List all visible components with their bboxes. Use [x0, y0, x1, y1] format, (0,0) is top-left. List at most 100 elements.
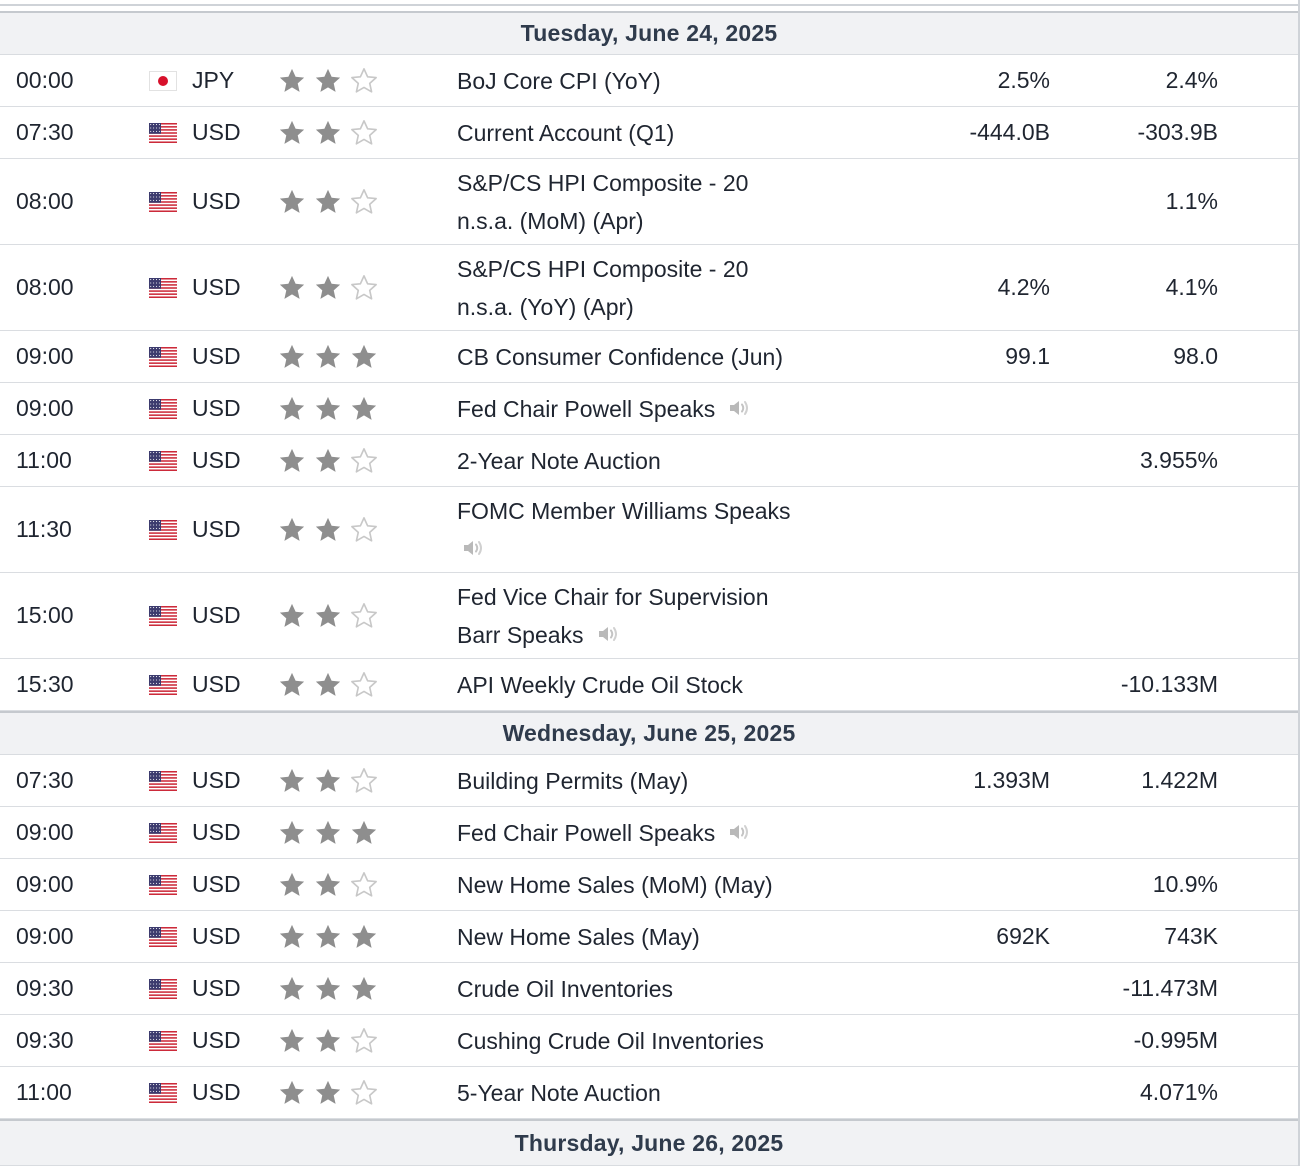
- event-name-cell[interactable]: Fed Chair Powell Speaks: [457, 807, 857, 858]
- event-name-line[interactable]: n.s.a. (MoM) (Apr): [457, 202, 748, 240]
- event-name-text[interactable]: BoJ Core CPI (YoY): [457, 67, 661, 94]
- event-row[interactable]: 09:30 USD Crude Oil Inventories -11.473M: [0, 963, 1298, 1015]
- event-name-text[interactable]: Barr Speaks: [457, 621, 584, 648]
- event-name-text[interactable]: Building Permits (May): [457, 767, 689, 794]
- event-name-text[interactable]: CB Consumer Confidence (Jun): [457, 343, 783, 370]
- event-name-line[interactable]: Fed Chair Powell Speaks: [457, 390, 751, 428]
- event-name-cell[interactable]: Current Account (Q1): [457, 107, 857, 158]
- event-name-cell[interactable]: Crude Oil Inventories: [457, 963, 857, 1014]
- event-row[interactable]: 15:00 USD Fed Vice Chair for Supervision Ba…: [0, 573, 1298, 659]
- event-name-text[interactable]: S&P/CS HPI Composite - 20: [457, 255, 749, 282]
- event-name-line[interactable]: S&P/CS HPI Composite - 20: [457, 250, 748, 288]
- event-name-line[interactable]: Fed Chair Powell Speaks: [457, 814, 751, 852]
- currency-code: USD: [192, 602, 241, 628]
- event-name-text[interactable]: 2-Year Note Auction: [457, 447, 661, 474]
- event-name[interactable]: Fed Vice Chair for Supervision Barr Speak…: [457, 578, 769, 654]
- event-name-line[interactable]: n.s.a. (YoY) (Apr): [457, 288, 748, 326]
- event-name-text[interactable]: 5-Year Note Auction: [457, 1079, 661, 1106]
- event-name-line[interactable]: Cushing Crude Oil Inventories: [457, 1022, 764, 1060]
- event-name[interactable]: 2-Year Note Auction: [457, 442, 661, 480]
- event-name-cell[interactable]: API Weekly Crude Oil Stock: [457, 659, 857, 710]
- event-name-cell[interactable]: FOMC Member Williams Speaks: [457, 487, 857, 572]
- event-row[interactable]: 11:00 USD 5-Year Note Auction 4.071%: [0, 1067, 1298, 1119]
- star-filled-icon: [278, 188, 306, 216]
- event-name-line[interactable]: New Home Sales (May): [457, 918, 700, 956]
- event-name[interactable]: Building Permits (May): [457, 762, 688, 800]
- event-name-text[interactable]: New Home Sales (May): [457, 923, 700, 950]
- event-name-cell[interactable]: Fed Chair Powell Speaks: [457, 383, 857, 434]
- event-name-line[interactable]: [457, 530, 791, 568]
- event-name-line[interactable]: 2-Year Note Auction: [457, 442, 661, 480]
- event-name[interactable]: API Weekly Crude Oil Stock: [457, 666, 743, 704]
- event-name-text[interactable]: Fed Chair Powell Speaks: [457, 395, 716, 422]
- speaker-icon: [461, 537, 485, 559]
- event-name-line[interactable]: API Weekly Crude Oil Stock: [457, 666, 743, 704]
- event-row[interactable]: 09:00 USD Fed Chair Powell Speaks: [0, 383, 1298, 435]
- event-name[interactable]: New Home Sales (May): [457, 918, 700, 956]
- us-flag-icon: [149, 383, 181, 434]
- event-name[interactable]: Fed Chair Powell Speaks: [457, 814, 751, 852]
- event-name-cell[interactable]: S&P/CS HPI Composite - 20 n.s.a. (MoM) (A…: [457, 159, 857, 244]
- importance-stars: [278, 602, 378, 630]
- event-name-line[interactable]: S&P/CS HPI Composite - 20: [457, 164, 748, 202]
- event-name-line[interactable]: BoJ Core CPI (YoY): [457, 62, 661, 100]
- event-row[interactable]: 09:00 USD New Home Sales (MoM) (May) 10.9%: [0, 859, 1298, 911]
- event-name-text[interactable]: Current Account (Q1): [457, 119, 675, 146]
- event-name-cell[interactable]: 5-Year Note Auction: [457, 1067, 857, 1118]
- event-name[interactable]: Current Account (Q1): [457, 114, 674, 152]
- event-name[interactable]: Crude Oil Inventories: [457, 970, 673, 1008]
- event-row[interactable]: 07:30 USD Current Account (Q1) -444.0B -303.…: [0, 107, 1298, 159]
- event-name-text[interactable]: Cushing Crude Oil Inventories: [457, 1027, 764, 1054]
- event-name[interactable]: FOMC Member Williams Speaks: [457, 492, 791, 568]
- event-name[interactable]: S&P/CS HPI Composite - 20 n.s.a. (YoY) (A…: [457, 250, 748, 326]
- event-row[interactable]: 08:00 USD S&P/CS HPI Composite - 20 n.s.a. …: [0, 245, 1298, 331]
- event-name-cell[interactable]: S&P/CS HPI Composite - 20 n.s.a. (YoY) (A…: [457, 245, 857, 330]
- event-name[interactable]: S&P/CS HPI Composite - 20 n.s.a. (MoM) (A…: [457, 164, 748, 240]
- event-name[interactable]: Cushing Crude Oil Inventories: [457, 1022, 764, 1060]
- event-name-text[interactable]: S&P/CS HPI Composite - 20: [457, 169, 749, 196]
- event-name[interactable]: 5-Year Note Auction: [457, 1074, 661, 1112]
- event-row[interactable]: 11:30 USD FOMC Member Williams Speaks: [0, 487, 1298, 573]
- event-row[interactable]: 09:00 USD Fed Chair Powell Speaks: [0, 807, 1298, 859]
- event-name[interactable]: Fed Chair Powell Speaks: [457, 390, 751, 428]
- event-name-text[interactable]: FOMC Member Williams Speaks: [457, 497, 791, 524]
- event-row[interactable]: 15:30 USD API Weekly Crude Oil Stock -10.13…: [0, 659, 1298, 711]
- event-name-cell[interactable]: Cushing Crude Oil Inventories: [457, 1015, 857, 1066]
- importance-rating: [278, 55, 388, 106]
- event-name-line[interactable]: New Home Sales (MoM) (May): [457, 866, 773, 904]
- event-name-line[interactable]: Barr Speaks: [457, 616, 769, 654]
- event-name-cell[interactable]: New Home Sales (MoM) (May): [457, 859, 857, 910]
- event-name-text[interactable]: API Weekly Crude Oil Stock: [457, 671, 743, 698]
- event-row[interactable]: 07:30 USD Building Permits (May) 1.393M 1.42…: [0, 755, 1298, 807]
- event-name-text[interactable]: n.s.a. (YoY) (Apr): [457, 293, 634, 320]
- event-name-text[interactable]: Fed Vice Chair for Supervision: [457, 583, 769, 610]
- event-name-text[interactable]: Fed Chair Powell Speaks: [457, 819, 716, 846]
- event-name-text[interactable]: Crude Oil Inventories: [457, 975, 674, 1002]
- event-name-line[interactable]: Fed Vice Chair for Supervision: [457, 578, 769, 616]
- event-name-cell[interactable]: Building Permits (May): [457, 755, 857, 806]
- event-name[interactable]: BoJ Core CPI (YoY): [457, 62, 661, 100]
- event-name-text[interactable]: n.s.a. (MoM) (Apr): [457, 207, 644, 234]
- event-name-line[interactable]: Crude Oil Inventories: [457, 970, 673, 1008]
- event-row[interactable]: 08:00 USD S&P/CS HPI Composite - 20 n.s.a. …: [0, 159, 1298, 245]
- event-name-line[interactable]: Building Permits (May): [457, 762, 688, 800]
- event-name-cell[interactable]: CB Consumer Confidence (Jun): [457, 331, 857, 382]
- event-name-line[interactable]: FOMC Member Williams Speaks: [457, 492, 791, 530]
- event-name-line[interactable]: CB Consumer Confidence (Jun): [457, 338, 783, 376]
- event-row[interactable]: 09:30 USD Cushing Crude Oil Inventories -0.…: [0, 1015, 1298, 1067]
- event-name[interactable]: New Home Sales (MoM) (May): [457, 866, 773, 904]
- event-row[interactable]: 09:00 USD New Home Sales (May) 692K 743K: [0, 911, 1298, 963]
- event-time: 08:00: [16, 188, 74, 214]
- event-name-cell[interactable]: BoJ Core CPI (YoY): [457, 55, 857, 106]
- forecast-value: [880, 159, 1050, 244]
- event-row[interactable]: 00:00 JPY BoJ Core CPI (YoY) 2.5% 2.4%: [0, 55, 1298, 107]
- event-name-text[interactable]: New Home Sales (MoM) (May): [457, 871, 773, 898]
- event-name-line[interactable]: 5-Year Note Auction: [457, 1074, 661, 1112]
- event-name-cell[interactable]: Fed Vice Chair for Supervision Barr Speak…: [457, 573, 857, 658]
- event-row[interactable]: 09:00 USD CB Consumer Confidence (Jun) 99.1…: [0, 331, 1298, 383]
- event-name[interactable]: CB Consumer Confidence (Jun): [457, 338, 783, 376]
- event-name-cell[interactable]: 2-Year Note Auction: [457, 435, 857, 486]
- event-row[interactable]: 11:00 USD 2-Year Note Auction 3.955%: [0, 435, 1298, 487]
- event-name-cell[interactable]: New Home Sales (May): [457, 911, 857, 962]
- event-name-line[interactable]: Current Account (Q1): [457, 114, 674, 152]
